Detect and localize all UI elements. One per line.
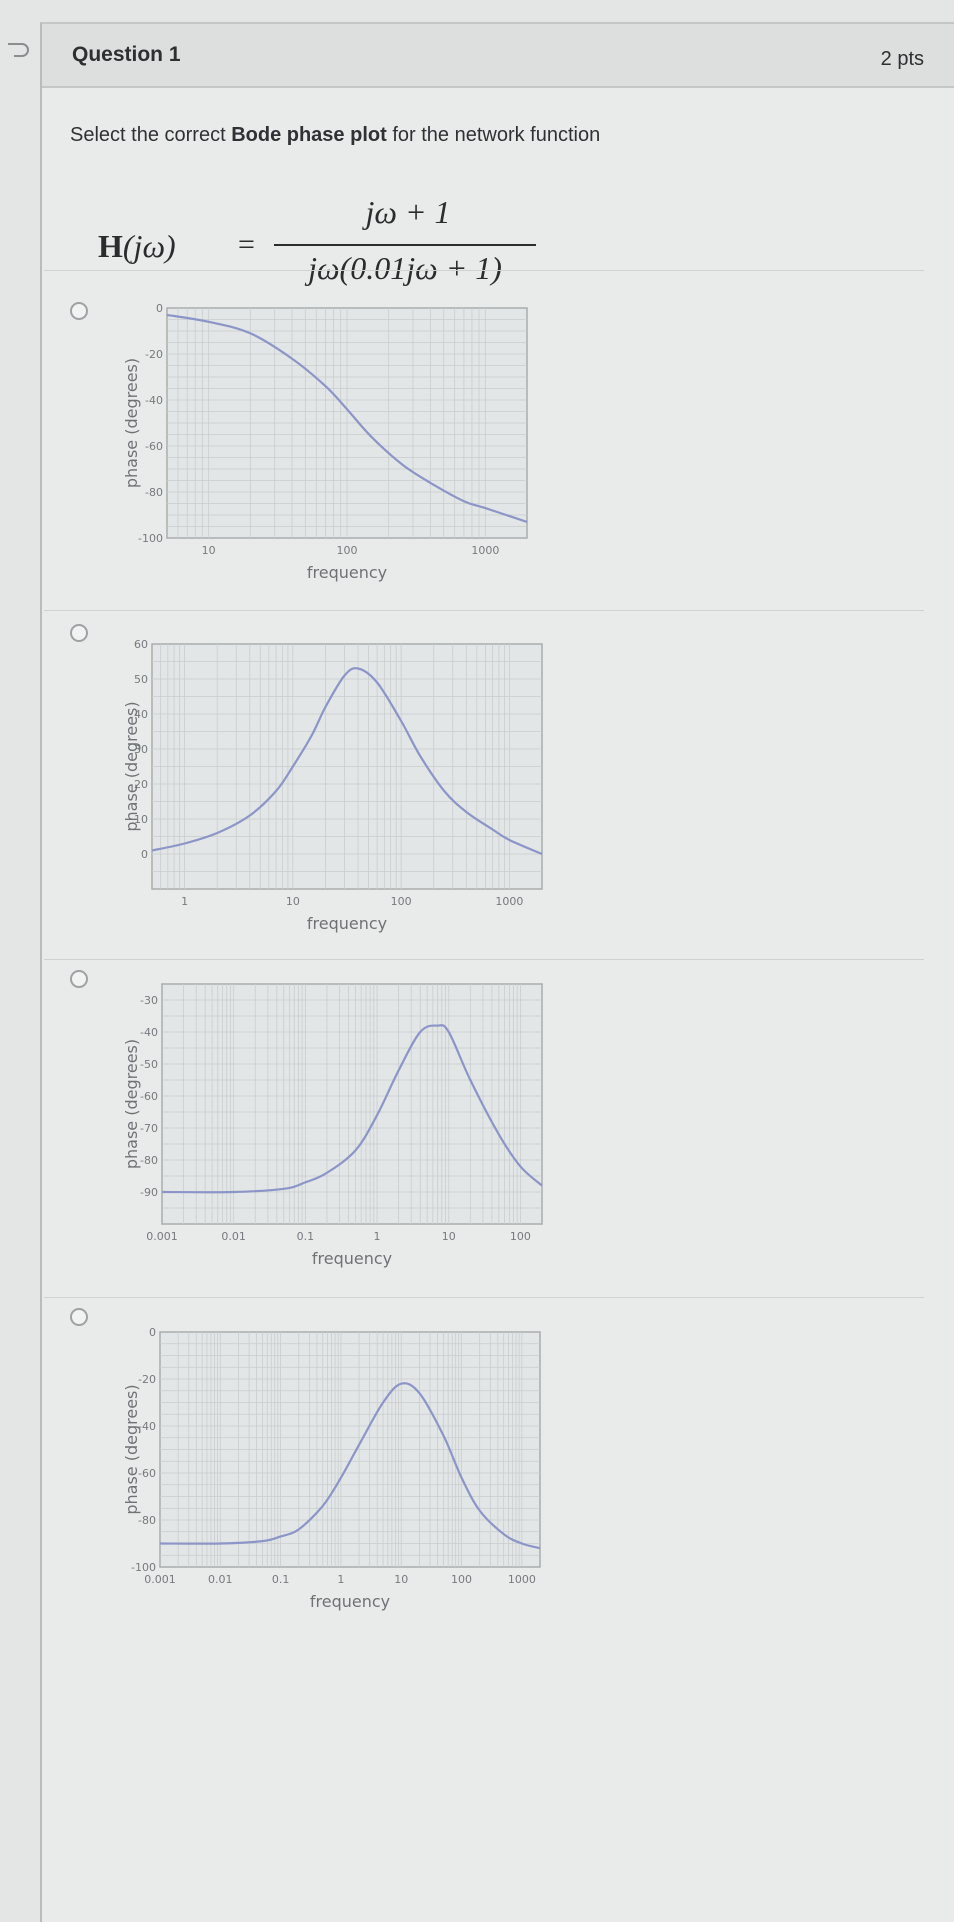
x-tick-label: 0.1 — [297, 1230, 315, 1243]
x-axis-label: frequency — [307, 563, 387, 582]
phase-curve — [161, 1024, 543, 1194]
x-tick-label: 1000 — [471, 544, 499, 557]
y-tick-label: -60 — [140, 1090, 158, 1103]
formula-numerator: jω + 1 — [365, 194, 451, 230]
y-tick-label: 0 — [149, 1326, 156, 1339]
divider — [44, 959, 924, 960]
y-tick-label: -60 — [145, 440, 163, 453]
y-tick-label: 10 — [134, 813, 148, 826]
y-tick-label: -70 — [140, 1122, 158, 1135]
y-tick-label: -40 — [145, 394, 163, 407]
x-axis-label: frequency — [310, 1592, 390, 1611]
formula-equals: = — [238, 228, 255, 261]
y-tick-label: 20 — [134, 778, 148, 791]
x-tick-label: 10 — [202, 544, 216, 557]
y-tick-label: 40 — [134, 708, 148, 721]
x-tick-label: 0.001 — [144, 1573, 176, 1586]
option-2-radio[interactable] — [70, 624, 88, 642]
x-axis-label: frequency — [307, 914, 387, 933]
y-tick-label: 0 — [141, 848, 148, 861]
phase-curve — [166, 313, 528, 523]
x-tick-label: 0.01 — [208, 1573, 233, 1586]
y-tick-label: -100 — [131, 1561, 156, 1574]
formula-denominator: jω(0.01jω + 1) — [308, 250, 502, 286]
x-tick-label: 10 — [286, 895, 300, 908]
network-function-formula: H(jω) = jω + 1 jω(0.01jω + 1) — [98, 194, 536, 304]
x-tick-label: 1 — [181, 895, 188, 908]
phase-curve — [159, 1382, 541, 1550]
y-axis-label: phase (degrees) — [122, 358, 141, 488]
question-points: 2 pts — [880, 48, 924, 70]
x-tick-label: 0.001 — [146, 1230, 178, 1243]
y-tick-label: -80 — [145, 486, 163, 499]
prompt-text-pre: Select the correct — [70, 124, 232, 146]
y-tick-label: -90 — [140, 1186, 158, 1199]
y-tick-label: -40 — [138, 1420, 156, 1433]
formula-lhs-symbol: H — [98, 228, 123, 264]
x-tick-label: 1 — [374, 1230, 381, 1243]
prompt-text-post: for the network function — [386, 124, 601, 146]
y-tick-label: 0 — [156, 302, 163, 315]
y-axis-label: phase (degrees) — [122, 701, 141, 831]
plot-area — [161, 983, 543, 1225]
x-tick-label: 100 — [337, 544, 358, 557]
formula-fraction-bar — [274, 244, 536, 246]
y-tick-label: -80 — [140, 1154, 158, 1167]
phase-curve — [151, 667, 543, 856]
y-tick-label: -30 — [140, 994, 158, 1007]
y-tick-label: -80 — [138, 1514, 156, 1527]
answer-option-2[interactable]: 60 50 40 30 20 10 0 1 10 100 1000 frequency phase (d… — [42, 614, 954, 954]
option-1-radio[interactable] — [70, 302, 88, 320]
option-4-radio[interactable] — [70, 1308, 88, 1326]
y-tick-label: -20 — [145, 348, 163, 361]
y-tick-label: -20 — [138, 1373, 156, 1386]
question-title: Question 1 — [72, 43, 181, 66]
x-tick-label: 100 — [510, 1230, 531, 1243]
option-1-phase-plot: 0 -20 -40 -60 -80 -100 10 100 1000 frequency phase… — [122, 302, 528, 582]
divider — [44, 610, 924, 611]
y-tick-label: -100 — [138, 532, 163, 545]
y-tick-label: 60 — [134, 638, 148, 651]
x-tick-label: 10 — [394, 1573, 408, 1586]
x-tick-label: 100 — [451, 1573, 472, 1586]
y-axis-label: phase (degrees) — [122, 1384, 141, 1514]
y-tick-label: 50 — [134, 673, 148, 686]
question-prompt: Select the correct Bode phase plot for t… — [70, 124, 600, 147]
question-header: Question 1 2 pts — [42, 24, 954, 88]
back-arrow-icon[interactable] — [4, 38, 34, 62]
x-tick-label: 10 — [442, 1230, 456, 1243]
option-3-radio[interactable] — [70, 970, 88, 988]
x-tick-label: 1000 — [495, 895, 523, 908]
option-3-phase-plot: -30 -40 -50 -60 -70 -80 -90 0.001 0.01 0.1 1 10 100 f… — [122, 983, 543, 1268]
x-tick-label: 0.1 — [272, 1573, 290, 1586]
question-card: Question 1 2 pts Select the correct Bode… — [40, 22, 954, 1922]
x-axis-label: frequency — [312, 1249, 392, 1268]
formula-lhs: H(jω) — [98, 228, 176, 265]
x-tick-label: 1 — [337, 1573, 344, 1586]
y-tick-label: 30 — [134, 743, 148, 756]
prompt-text-bold: Bode phase plot — [231, 124, 387, 146]
answer-option-3[interactable]: -30 -40 -50 -60 -70 -80 -90 0.001 0.01 0.1 1 10 100 f… — [42, 964, 954, 1294]
x-tick-label: 1000 — [508, 1573, 536, 1586]
y-axis-label: phase (degrees) — [122, 1039, 141, 1169]
divider — [44, 1297, 924, 1298]
y-tick-label: -60 — [138, 1467, 156, 1480]
x-tick-label: 100 — [391, 895, 412, 908]
option-4-phase-plot: 0 -20 -40 -60 -80 -1000.001 0.01 0.1 1 10 100 1000 f… — [122, 1326, 541, 1611]
divider — [44, 270, 924, 271]
y-tick-label: -50 — [140, 1058, 158, 1071]
answer-option-1[interactable]: 0 -20 -40 -60 -80 -100 10 100 1000 frequency phase… — [42, 274, 954, 609]
formula-lhs-arg: (jω) — [122, 228, 176, 264]
y-tick-label: -40 — [140, 1026, 158, 1039]
x-tick-label: 0.01 — [221, 1230, 246, 1243]
answer-option-4[interactable]: 0 -20 -40 -60 -80 -100 0.001 0.01 0.1 1 10 100 1000 f… — [42, 1304, 954, 1644]
